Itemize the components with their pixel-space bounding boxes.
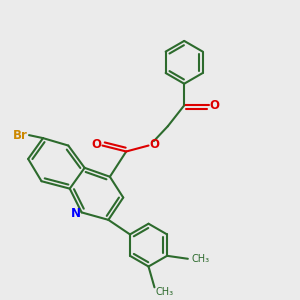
Text: O: O: [209, 99, 220, 112]
Text: Br: Br: [13, 129, 28, 142]
Text: O: O: [149, 138, 160, 151]
Text: CH₃: CH₃: [191, 254, 209, 264]
Text: CH₃: CH₃: [156, 287, 174, 297]
Text: N: N: [71, 207, 81, 220]
Text: O: O: [92, 138, 101, 151]
